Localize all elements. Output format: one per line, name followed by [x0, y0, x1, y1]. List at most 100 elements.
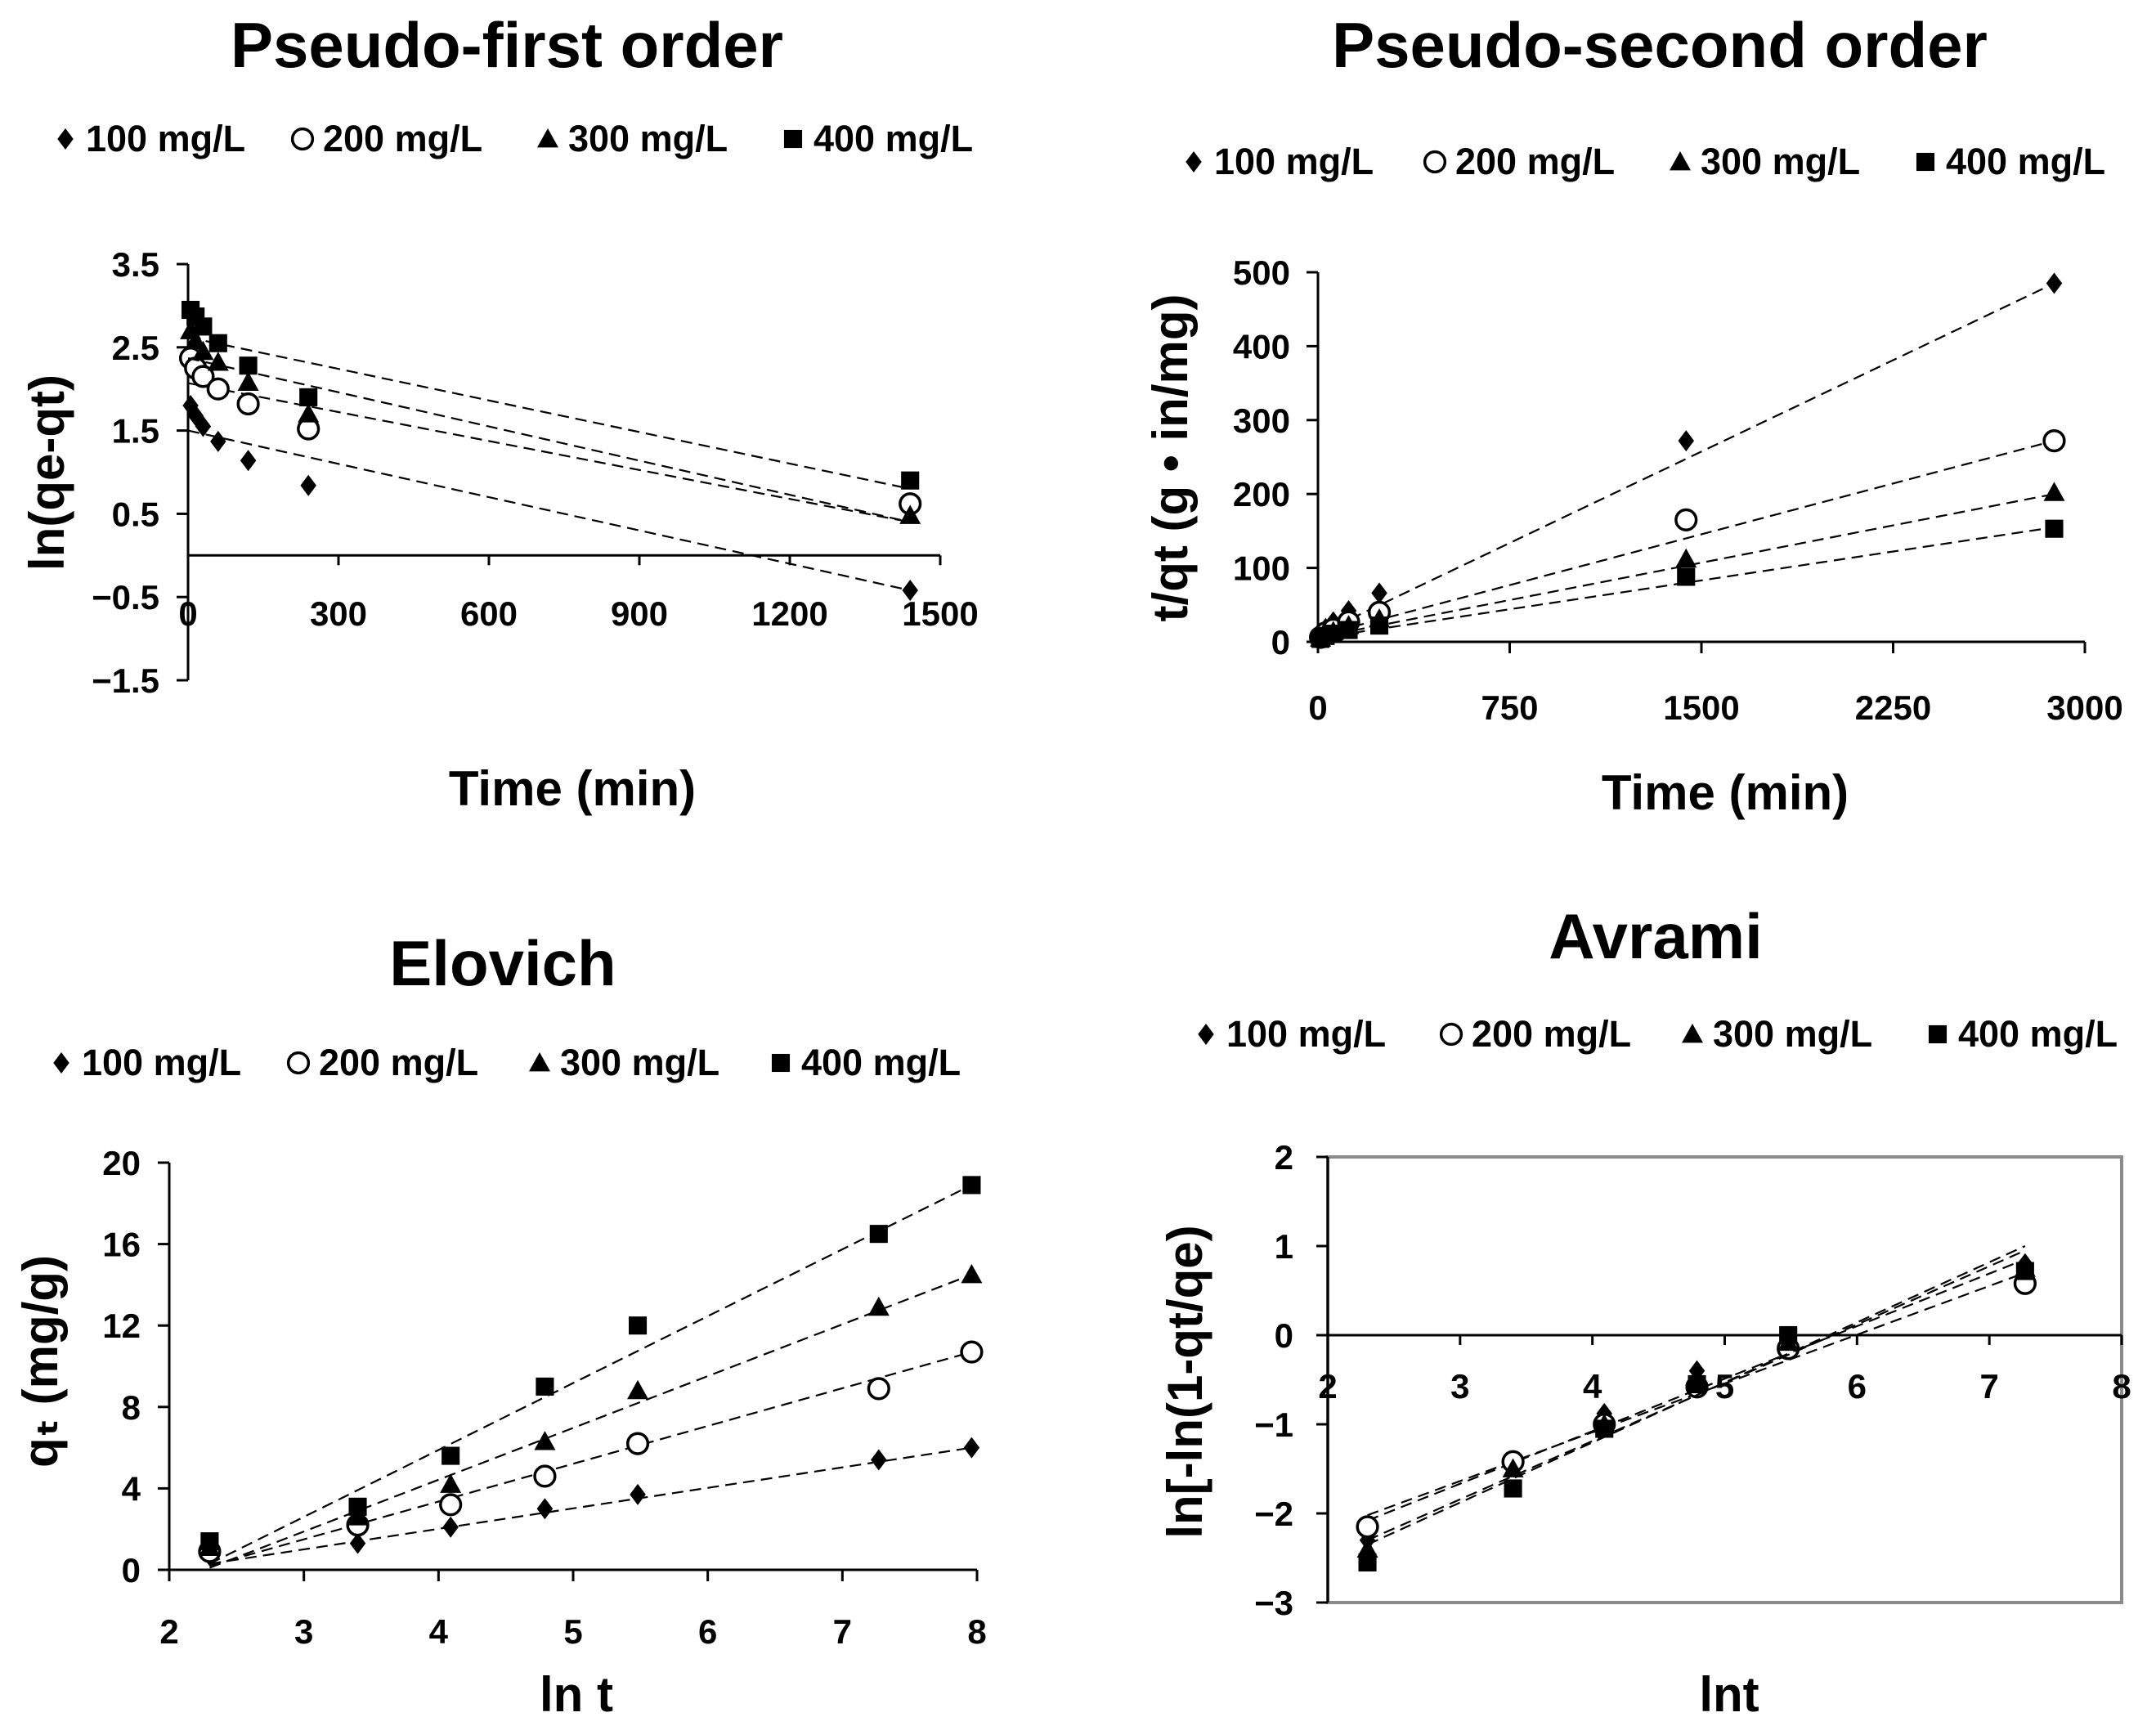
legend-entry: 400 mg/L [1916, 141, 2105, 182]
legend-marker [290, 127, 315, 151]
data-point [867, 1377, 890, 1401]
legend-marker [1439, 1022, 1463, 1047]
x-tick-label: 1200 [751, 594, 827, 633]
y-tick-label: 8 [122, 1388, 141, 1427]
legend-label: 200 mg/L [323, 118, 482, 159]
legend-entry: 100 mg/L [1198, 1013, 1386, 1055]
x-tick-label: 3 [294, 1612, 313, 1651]
legend-entry: 300 mg/L [1670, 141, 1860, 182]
pseudo-second-order-chart: Pseudo-second order 100 mg/L 200 mg/L 300 m… [1143, 9, 2123, 820]
y-tick-label: 100 [1233, 549, 1290, 588]
y-tick-label: 2 [1275, 1138, 1293, 1177]
trend-line [187, 356, 911, 523]
y-tick-label: 0 [1271, 623, 1290, 661]
data-point [208, 334, 227, 352]
series [182, 395, 918, 602]
legend-marker [286, 1051, 311, 1075]
x-tick-label: 0 [1308, 688, 1327, 727]
y-tick-label: 16 [102, 1226, 141, 1264]
legend-label: 200 mg/L [1455, 141, 1615, 182]
legend-label: 300 mg/L [560, 1042, 719, 1083]
legend-label: 300 mg/L [1701, 141, 1860, 182]
legend-marker [1916, 152, 1935, 172]
legend-entry: 200 mg/L [1439, 1013, 1631, 1055]
trend-line [1367, 1244, 2026, 1546]
x-tick-label: 8 [967, 1612, 986, 1651]
y-tick-label: 0.5 [112, 495, 159, 533]
data-point [442, 1446, 460, 1465]
x-tick-label: 5 [1715, 1367, 1734, 1405]
data-point [442, 1516, 459, 1538]
avrami-chart: Avrami 100 mg/L 200 mg/L 300 mg/L 400 mg/L −3… [1158, 900, 2131, 1717]
y-tick-label: 0 [122, 1551, 141, 1589]
y-tick-label: −3 [1254, 1584, 1293, 1622]
y-tick-label: 0 [1275, 1316, 1293, 1355]
series [200, 1176, 981, 1565]
trend-line [208, 1184, 972, 1565]
legend-marker [1423, 150, 1447, 174]
legend-entry: 100 mg/L [1186, 141, 1374, 182]
trend-line [1367, 1258, 2026, 1522]
data-point [192, 340, 214, 361]
data-point [347, 1506, 369, 1526]
y-tick-label: 2.5 [112, 329, 159, 367]
trend-line [187, 336, 911, 490]
legend-label: 400 mg/L [1958, 1013, 2118, 1055]
trend-line [1367, 1249, 2026, 1541]
legend-label: 300 mg/L [568, 118, 728, 159]
legend-marker [1670, 151, 1691, 171]
x-tick-label: 7 [1979, 1367, 1998, 1405]
data-point [1356, 1515, 1379, 1539]
data-point [439, 1493, 463, 1517]
data-point [1675, 548, 1697, 568]
x-axis-label: Time (min) [449, 761, 696, 816]
x-tick-label: 7 [833, 1612, 852, 1651]
x-tick-label: 8 [2112, 1367, 2131, 1405]
legend-label: 400 mg/L [801, 1042, 961, 1083]
data-point [2042, 429, 2066, 453]
legend-marker [1928, 1024, 1948, 1044]
x-axis-label: lnt [1699, 1667, 1759, 1717]
data-point [1356, 1538, 1378, 1558]
x-axis-label: ln t [540, 1667, 613, 1717]
data-point [239, 356, 258, 375]
data-point [628, 1316, 648, 1335]
legend-entry: 200 mg/L [290, 118, 482, 159]
data-point [1688, 1374, 1706, 1393]
data-point [901, 471, 920, 490]
x-tick-label: 600 [460, 594, 518, 633]
data-point [1677, 567, 1696, 586]
chart-title: Elovich [389, 927, 616, 999]
legend-label: 400 mg/L [814, 118, 973, 159]
legend-entry: 200 mg/L [286, 1042, 478, 1083]
data-point [1371, 582, 1387, 604]
x-tick-label: 2250 [1855, 688, 1931, 727]
legend-label: 300 mg/L [1713, 1013, 1872, 1055]
legend-entry: 400 mg/L [771, 1042, 961, 1083]
x-tick-label: 4 [1583, 1367, 1602, 1405]
data-point [240, 450, 257, 472]
legend-label: 100 mg/L [86, 118, 245, 159]
y-tick-label: 1 [1275, 1227, 1293, 1266]
data-point [899, 504, 921, 524]
data-point [534, 1431, 556, 1450]
data-point [207, 352, 229, 371]
y-tick-label: 300 [1233, 401, 1290, 440]
data-point [2015, 1262, 2034, 1280]
x-tick-label: 2 [159, 1612, 178, 1651]
data-point [1674, 508, 1698, 531]
data-point [902, 580, 918, 602]
legend-marker [529, 1052, 550, 1072]
legend-entry: 300 mg/L [1682, 1013, 1872, 1055]
y-tick-label: −0.5 [92, 578, 159, 616]
series [1311, 519, 2064, 648]
x-tick-label: 300 [310, 594, 367, 633]
data-point [625, 1432, 650, 1455]
data-point [1595, 1419, 1614, 1438]
y-tick-label: −2 [1254, 1495, 1293, 1533]
x-tick-label: 3000 [2046, 688, 2122, 727]
data-point [962, 1176, 981, 1195]
trend-line [209, 1351, 972, 1567]
trend-line [1317, 526, 2055, 639]
